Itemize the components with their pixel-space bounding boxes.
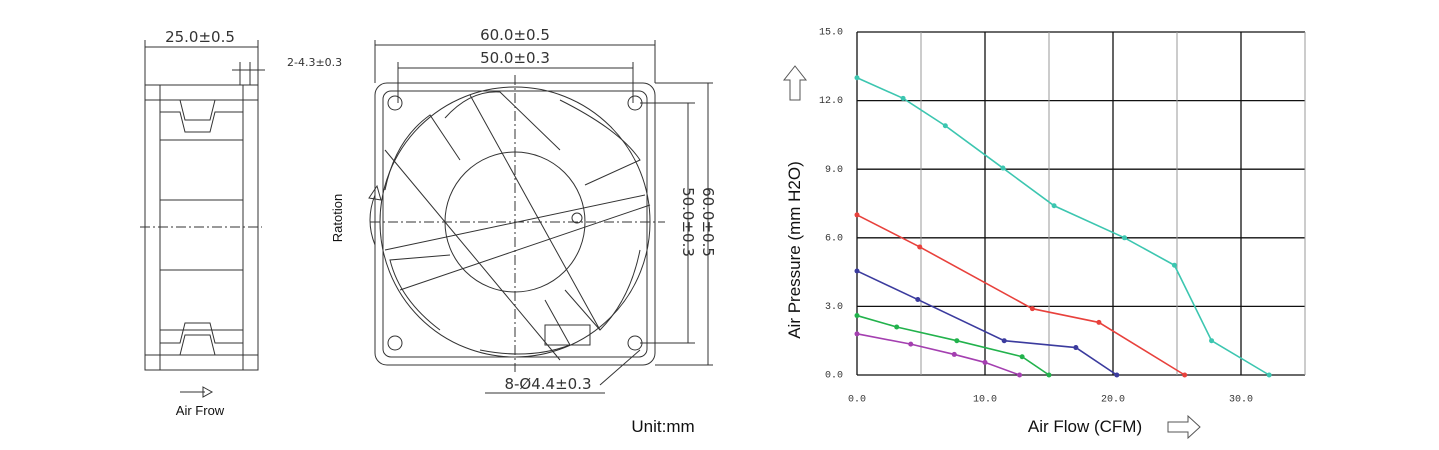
data-point [854, 212, 860, 218]
data-point [900, 95, 906, 101]
series-line [856, 333, 1020, 376]
x-tick-label: 10.0 [973, 395, 997, 406]
x-tick-label: 20.0 [1101, 395, 1125, 406]
unit-label: Unit:mm [631, 417, 694, 436]
data-point [1017, 372, 1023, 378]
data-point [908, 341, 914, 347]
data-point [854, 313, 860, 319]
data-point [1029, 306, 1035, 312]
fan-drawing [140, 40, 713, 398]
dim-label: 25.0±0.5 [165, 28, 235, 46]
data-point [1073, 345, 1079, 351]
series-line [856, 270, 1118, 376]
pq-chart: Air Flow (CFM) Air Pressure (mm H2O) 0.0… [782, 28, 1306, 440]
data-point [1122, 235, 1128, 241]
x-axis-label: Air Flow (CFM) [1028, 417, 1142, 436]
data-point [915, 297, 921, 303]
data-point [942, 123, 948, 129]
data-point [894, 324, 900, 330]
data-point [854, 268, 860, 274]
data-point [982, 359, 988, 365]
y-tick-label: 0.0 [825, 371, 843, 382]
data-point [854, 75, 860, 81]
x-tick-label: 0.0 [848, 395, 866, 406]
data-point [1209, 338, 1215, 344]
series-line [856, 214, 1186, 376]
data-point [1182, 372, 1188, 378]
data-point [854, 331, 860, 337]
x-tick-label: 30.0 [1229, 395, 1253, 406]
arrow [782, 65, 808, 101]
data-point [1266, 372, 1272, 378]
data-point [954, 338, 960, 344]
dim-label: 60.0±0.5 [480, 26, 550, 44]
data-point [951, 351, 957, 357]
arrow [1167, 414, 1201, 440]
y-tick-label: 15.0 [819, 28, 843, 39]
y-axis-label: Air Pressure (mm H2O) [785, 161, 804, 339]
series-line [856, 314, 1050, 376]
data-point [1019, 354, 1025, 360]
rotation-label: Ratotion [330, 194, 345, 242]
data-point [917, 244, 923, 250]
dim-label: 50.0±0.3 [480, 49, 550, 67]
data-point [1001, 338, 1007, 344]
series-line [856, 77, 1270, 376]
dim-label: 8-Ø4.4±0.3 [504, 375, 591, 393]
data-point [1114, 372, 1120, 378]
data-point [1051, 203, 1057, 209]
data-point [1171, 262, 1177, 268]
y-tick-label: 12.0 [819, 96, 843, 107]
air-flow-label: Air Frow [176, 403, 225, 418]
dim-label: 60.0±0.5 [699, 187, 717, 257]
data-point [1096, 319, 1102, 325]
data-point [1000, 165, 1006, 171]
y-tick-label: 9.0 [825, 165, 843, 176]
y-tick-label: 6.0 [825, 233, 843, 244]
dim-label: 2-4.3±0.3 [287, 56, 342, 69]
data-point [1046, 372, 1052, 378]
y-tick-label: 3.0 [825, 302, 843, 313]
dim-label: 50.0±0.3 [679, 187, 697, 257]
